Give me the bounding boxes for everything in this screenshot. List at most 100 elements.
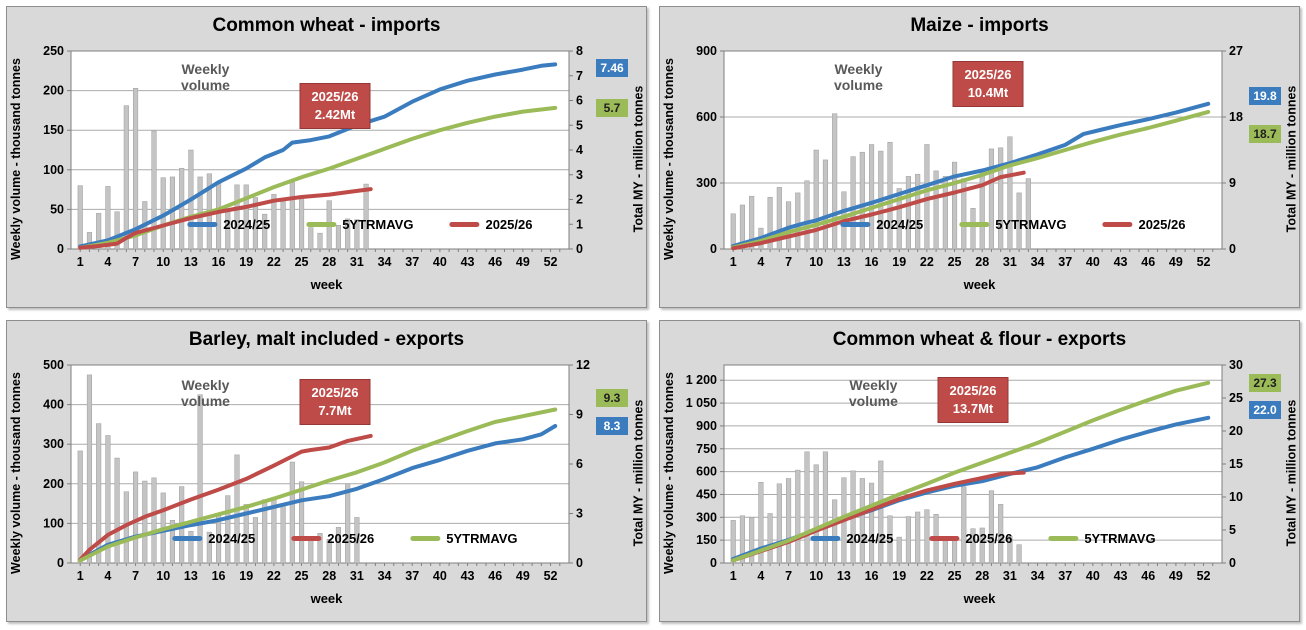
legend: 2024/25 2025/26 5YTRMAVG [810, 531, 1156, 546]
tick-label: 52 [1197, 255, 1211, 269]
bar [96, 423, 102, 564]
bar [363, 183, 369, 250]
bar [317, 533, 323, 564]
tick-label: 10 [809, 569, 823, 583]
tick-label: 46 [488, 255, 502, 269]
bar [216, 181, 222, 250]
legend-line-swatch [410, 536, 441, 541]
tick-label: 750 [696, 442, 717, 456]
legend: 2024/25 5YTRMAVG 2025/26 [187, 217, 532, 232]
tick-label: 600 [696, 465, 717, 479]
bar [308, 227, 314, 250]
tick-label: 19 [892, 569, 906, 583]
legend-item: 5YTRMAVG [306, 217, 413, 232]
bar [970, 528, 976, 564]
tick-label: 4 [104, 255, 111, 269]
tick-label: 1 [576, 217, 583, 231]
tick-label: 100 [43, 163, 64, 177]
weekly-volume-note: Weekly volume [180, 61, 230, 94]
tick-label: 13 [837, 255, 851, 269]
tick-label: 600 [696, 110, 717, 124]
end-value-badge: 8.3 [596, 417, 628, 436]
tick-label: 150 [43, 123, 64, 137]
bar [887, 515, 893, 564]
callout-2025-26: 2025/26 7.7Mt [299, 379, 371, 426]
bar [776, 187, 782, 250]
bar [988, 490, 994, 564]
tick-label: 10 [156, 255, 170, 269]
legend-item: 5YTRMAVG [959, 217, 1066, 232]
chart-canvas: 0 100 200 300 400 500 0 3 6 9 12 1 4 7 10 13 16 19 22 25 28 3… [43, 358, 590, 583]
tick-label: 450 [696, 487, 717, 501]
bar [86, 374, 93, 564]
bar [795, 469, 801, 564]
tick-label: 5 [1229, 523, 1236, 537]
tick-label: 19 [239, 569, 253, 583]
legend-line-swatch [187, 222, 218, 227]
bar [915, 173, 921, 250]
tick-label: 52 [544, 255, 558, 269]
legend-item: 2024/25 [810, 531, 893, 546]
tick-label: 300 [43, 437, 64, 451]
legend-item: 2025/26 [291, 531, 374, 546]
bar [832, 499, 838, 564]
tick-label: 31 [1003, 569, 1017, 583]
right-axis-title: Total MY - million tonnes [1284, 399, 1299, 547]
line-2025/26 [731, 170, 1026, 251]
tick-label: 2 [576, 193, 583, 207]
x-axis-title: week [310, 277, 343, 292]
bar [850, 156, 856, 250]
bar [243, 184, 249, 250]
bar [1016, 544, 1022, 564]
plot-area: 0 300 600 900 0 9 18 27 1 4 7 10 13 16 19 22 25 28 31 34 37 4… [678, 43, 1282, 275]
legend-item: 5YTRMAVG [410, 531, 518, 546]
bar [1007, 136, 1013, 250]
bar [77, 450, 83, 564]
tick-label: 19 [892, 255, 906, 269]
tick-label: 25 [948, 255, 962, 269]
bar [289, 182, 295, 250]
bar [345, 483, 351, 564]
tick-label: 49 [516, 255, 530, 269]
tick-label: 4 [104, 569, 111, 583]
tick-label: 43 [461, 569, 475, 583]
tick-label: 3 [576, 168, 583, 182]
tick-label: 150 [696, 533, 717, 547]
x-axis-title: week [963, 277, 996, 292]
legend-line-swatch [449, 222, 480, 227]
line-2024/25 [731, 101, 1211, 249]
right-axis-title: Total MY - million tonnes [631, 85, 646, 233]
legend-line-swatch [959, 222, 990, 227]
bar [335, 527, 341, 564]
line-5YTRMAVG [78, 407, 558, 563]
bar [335, 224, 341, 250]
tick-label: 46 [1141, 569, 1155, 583]
left-axis-title: Weekly volume - thousand tonnes [9, 372, 24, 574]
bar [896, 536, 902, 564]
bar [979, 527, 985, 564]
tick-label: 16 [865, 255, 879, 269]
end-value-badge: 7.46 [596, 59, 628, 78]
tick-label: 37 [1058, 569, 1072, 583]
tick-label: 0 [576, 556, 583, 570]
bar [252, 197, 258, 250]
tick-label: 34 [378, 255, 392, 269]
tick-label: 7 [785, 255, 792, 269]
legend-line-swatch [1102, 222, 1133, 227]
line-5YTRMAVG [731, 380, 1211, 563]
line-2025/26 [78, 433, 373, 562]
tick-label: 27 [1229, 44, 1243, 58]
tick-label: 13 [184, 255, 198, 269]
tick-label: 18 [1229, 110, 1243, 124]
bar [289, 461, 295, 564]
bar [988, 148, 994, 250]
bar [142, 480, 148, 564]
line-5YTRMAVG [731, 109, 1211, 250]
tick-label: 8 [576, 44, 583, 58]
line-2025/26 [78, 187, 373, 250]
end-value-badge: 19.8 [1249, 86, 1281, 105]
tick-label: 40 [433, 255, 447, 269]
